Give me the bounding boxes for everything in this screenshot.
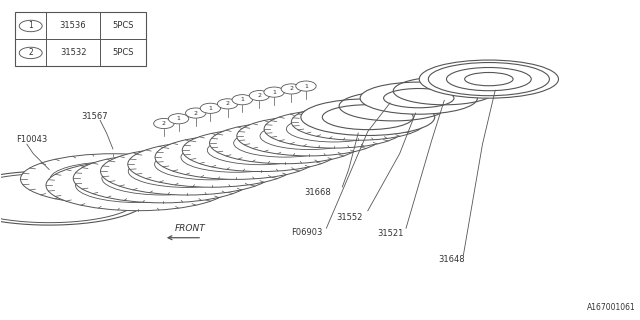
- Ellipse shape: [207, 136, 314, 165]
- Ellipse shape: [260, 123, 359, 149]
- Ellipse shape: [237, 116, 382, 156]
- Ellipse shape: [128, 141, 296, 187]
- Text: 31532: 31532: [60, 48, 86, 57]
- Text: 2: 2: [257, 93, 262, 98]
- Text: 1: 1: [209, 106, 212, 111]
- Text: 2: 2: [226, 101, 230, 106]
- Text: 2: 2: [162, 121, 166, 126]
- Text: 2: 2: [194, 110, 198, 116]
- Text: 31536: 31536: [60, 21, 86, 30]
- Text: 5PCS: 5PCS: [113, 21, 134, 30]
- Circle shape: [249, 91, 269, 101]
- FancyBboxPatch shape: [15, 12, 146, 67]
- Text: F10043: F10043: [16, 135, 47, 144]
- Text: 2: 2: [289, 86, 293, 92]
- Circle shape: [232, 95, 252, 105]
- Text: 31648: 31648: [438, 255, 465, 264]
- Ellipse shape: [419, 60, 559, 98]
- Circle shape: [19, 47, 42, 59]
- Ellipse shape: [264, 110, 404, 148]
- Ellipse shape: [20, 154, 205, 204]
- Text: FRONT: FRONT: [175, 224, 205, 233]
- Ellipse shape: [182, 129, 339, 172]
- Ellipse shape: [465, 72, 513, 86]
- Circle shape: [281, 84, 301, 94]
- Circle shape: [200, 103, 221, 113]
- Circle shape: [296, 81, 316, 91]
- Text: 31567: 31567: [81, 112, 108, 121]
- Circle shape: [264, 87, 284, 97]
- Text: F06903: F06903: [291, 228, 323, 237]
- Ellipse shape: [313, 109, 404, 134]
- Text: 1: 1: [241, 97, 244, 102]
- Ellipse shape: [209, 123, 360, 164]
- Circle shape: [168, 114, 189, 124]
- Ellipse shape: [234, 129, 336, 157]
- Text: 1: 1: [28, 21, 33, 30]
- Circle shape: [218, 99, 238, 109]
- Text: 2: 2: [28, 48, 33, 57]
- Text: 1: 1: [304, 84, 308, 89]
- Ellipse shape: [155, 148, 269, 180]
- Circle shape: [186, 108, 206, 118]
- Text: 1: 1: [177, 116, 180, 121]
- Ellipse shape: [128, 155, 246, 188]
- Ellipse shape: [360, 82, 477, 114]
- Ellipse shape: [301, 99, 435, 135]
- Text: 31668: 31668: [304, 188, 331, 197]
- Text: 5PCS: 5PCS: [113, 48, 134, 57]
- Text: A167001061: A167001061: [587, 303, 636, 312]
- Ellipse shape: [291, 104, 425, 140]
- Ellipse shape: [73, 154, 252, 203]
- Ellipse shape: [383, 89, 454, 108]
- Circle shape: [154, 118, 174, 129]
- Text: 1: 1: [272, 90, 276, 95]
- Ellipse shape: [447, 68, 531, 91]
- Ellipse shape: [102, 162, 224, 195]
- Ellipse shape: [286, 116, 381, 142]
- Ellipse shape: [46, 160, 231, 211]
- Ellipse shape: [50, 162, 176, 196]
- Ellipse shape: [100, 148, 274, 195]
- Text: 31552: 31552: [336, 212, 362, 222]
- Text: 31521: 31521: [378, 229, 404, 238]
- Ellipse shape: [428, 62, 549, 96]
- Circle shape: [19, 20, 42, 32]
- Ellipse shape: [76, 168, 201, 203]
- Ellipse shape: [323, 105, 413, 130]
- Ellipse shape: [181, 142, 291, 172]
- Ellipse shape: [155, 135, 317, 180]
